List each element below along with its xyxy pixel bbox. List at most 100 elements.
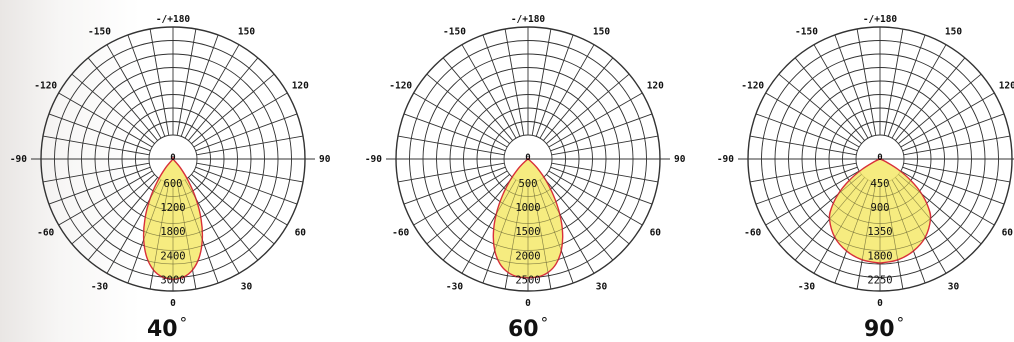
angle-label: 0 bbox=[170, 298, 176, 309]
angle-label: -60 bbox=[744, 228, 761, 239]
grid-spoke-overlay bbox=[539, 179, 595, 274]
angle-label: -90 bbox=[365, 154, 382, 165]
angle-label: -90 bbox=[10, 154, 27, 165]
polar-chart-3: 0 450 900 1350 1800 2250 -/+180 -150 150 -120 120 -… bbox=[717, 14, 1014, 309]
grid-spoke-overlay bbox=[535, 181, 574, 284]
angle-label: -150 bbox=[795, 27, 818, 38]
grid-spoke-overlay bbox=[856, 182, 877, 290]
grid-spoke-overlay bbox=[898, 174, 982, 244]
grid-spoke-overlay bbox=[71, 174, 155, 244]
grid-spoke-overlay bbox=[546, 174, 630, 244]
angle-label: -30 bbox=[798, 281, 815, 292]
grid-spoke-overlay bbox=[765, 170, 860, 226]
grid-spoke-overlay bbox=[176, 182, 197, 290]
grid-spoke-overlay bbox=[188, 177, 258, 261]
angle-label: 120 bbox=[647, 81, 664, 92]
grid-spoke-overlay bbox=[180, 181, 219, 284]
center-zero-label: 0 bbox=[525, 153, 530, 163]
angle-label: -150 bbox=[88, 27, 111, 38]
angle-label: 60 bbox=[650, 228, 662, 239]
angle-label: 150 bbox=[238, 27, 255, 38]
grid-spoke-overlay bbox=[778, 174, 862, 244]
grid-spoke-overlay bbox=[895, 177, 965, 261]
angle-label: -150 bbox=[443, 27, 466, 38]
grid-spoke-overlay bbox=[106, 179, 162, 274]
radial-tick-label: 600 bbox=[164, 178, 183, 190]
radial-tick-label: 2000 bbox=[515, 250, 540, 262]
radial-tick-label: 3000 bbox=[160, 274, 185, 286]
radial-tick-label: 2250 bbox=[867, 274, 892, 286]
grid-spoke-overlay bbox=[887, 181, 926, 284]
grid-spoke-overlay bbox=[900, 170, 995, 226]
radial-tick-label: 500 bbox=[519, 178, 538, 190]
grid-spoke-overlay bbox=[504, 182, 525, 290]
beam-caption-2: 60 ° bbox=[508, 314, 548, 342]
grid-spoke-overlay bbox=[149, 182, 170, 290]
radial-tick-label: 2500 bbox=[515, 274, 540, 286]
beam-caption-3: 90 ° bbox=[864, 314, 904, 342]
radial-tick-label: 1200 bbox=[160, 202, 185, 214]
grid-spoke-overlay bbox=[127, 181, 166, 284]
grid-spoke-overlay bbox=[443, 177, 513, 261]
angle-label: -60 bbox=[37, 228, 54, 239]
angle-label: 30 bbox=[948, 281, 960, 292]
grid-spoke-overlay bbox=[426, 174, 510, 244]
center-zero-label: 0 bbox=[170, 153, 175, 163]
angle-label: 0 bbox=[525, 298, 531, 309]
angle-label: 0 bbox=[877, 298, 883, 309]
grid-spoke-overlay bbox=[461, 179, 517, 274]
angle-label: 30 bbox=[596, 281, 608, 292]
grid-spoke-overlay bbox=[531, 182, 552, 290]
grid-overlay bbox=[747, 26, 1013, 292]
radial-tick-label: 1000 bbox=[515, 202, 540, 214]
angle-label: -120 bbox=[389, 81, 412, 92]
angle-label: -120 bbox=[34, 81, 57, 92]
radial-tick-label: 1350 bbox=[867, 226, 892, 238]
grid-spoke-overlay bbox=[834, 181, 873, 284]
degree-symbol-2: ° bbox=[540, 314, 549, 332]
angle-label: 150 bbox=[945, 27, 962, 38]
angle-label: -30 bbox=[446, 281, 463, 292]
grid-spoke-overlay bbox=[543, 177, 613, 261]
angle-label: 60 bbox=[1002, 228, 1014, 239]
angle-label: 90 bbox=[319, 154, 331, 165]
angle-label: -30 bbox=[91, 281, 108, 292]
grid-spoke-overlay bbox=[548, 170, 643, 226]
beam-caption-1: 40 ° bbox=[147, 314, 187, 342]
beam-angle-1: 40 bbox=[147, 317, 178, 342]
angle-label: -90 bbox=[717, 154, 734, 165]
beam-angle-2: 60 bbox=[508, 317, 539, 342]
angle-label: 60 bbox=[295, 228, 307, 239]
polar-chart-2: 0 500 1000 1500 2000 2500 -/+180 -150 150 -120 120… bbox=[365, 14, 686, 309]
grid-spoke-overlay bbox=[795, 177, 865, 261]
grid-overlay bbox=[40, 26, 306, 292]
grid-spoke-overlay bbox=[482, 181, 521, 284]
degree-symbol-3: ° bbox=[896, 314, 905, 332]
grid-spoke-overlay bbox=[191, 174, 275, 244]
grid-spoke-overlay bbox=[193, 170, 288, 226]
radial-tick-label: 1800 bbox=[867, 250, 892, 262]
angle-label: -60 bbox=[392, 228, 409, 239]
angle-label: -/+180 bbox=[156, 14, 191, 25]
grid-spoke-overlay bbox=[883, 182, 904, 290]
angle-label: -/+180 bbox=[511, 14, 546, 25]
grid-spoke-overlay bbox=[413, 170, 508, 226]
radial-tick-label: 1800 bbox=[160, 226, 185, 238]
center-zero-label: 0 bbox=[877, 153, 882, 163]
angle-label: 150 bbox=[593, 27, 610, 38]
radial-tick-label: 900 bbox=[871, 202, 890, 214]
angle-label: -120 bbox=[741, 81, 764, 92]
grid-spoke-overlay bbox=[58, 170, 153, 226]
grid-spoke-overlay bbox=[813, 179, 869, 274]
grid-spoke-overlay bbox=[184, 179, 240, 274]
angle-label: 90 bbox=[674, 154, 686, 165]
radial-tick-label: 2400 bbox=[160, 250, 185, 262]
angle-label: -/+180 bbox=[863, 14, 898, 25]
grid-overlay bbox=[395, 26, 661, 292]
angle-label: 30 bbox=[241, 281, 253, 292]
radial-tick-label: 450 bbox=[871, 178, 890, 190]
grid-spoke-overlay bbox=[88, 177, 158, 261]
